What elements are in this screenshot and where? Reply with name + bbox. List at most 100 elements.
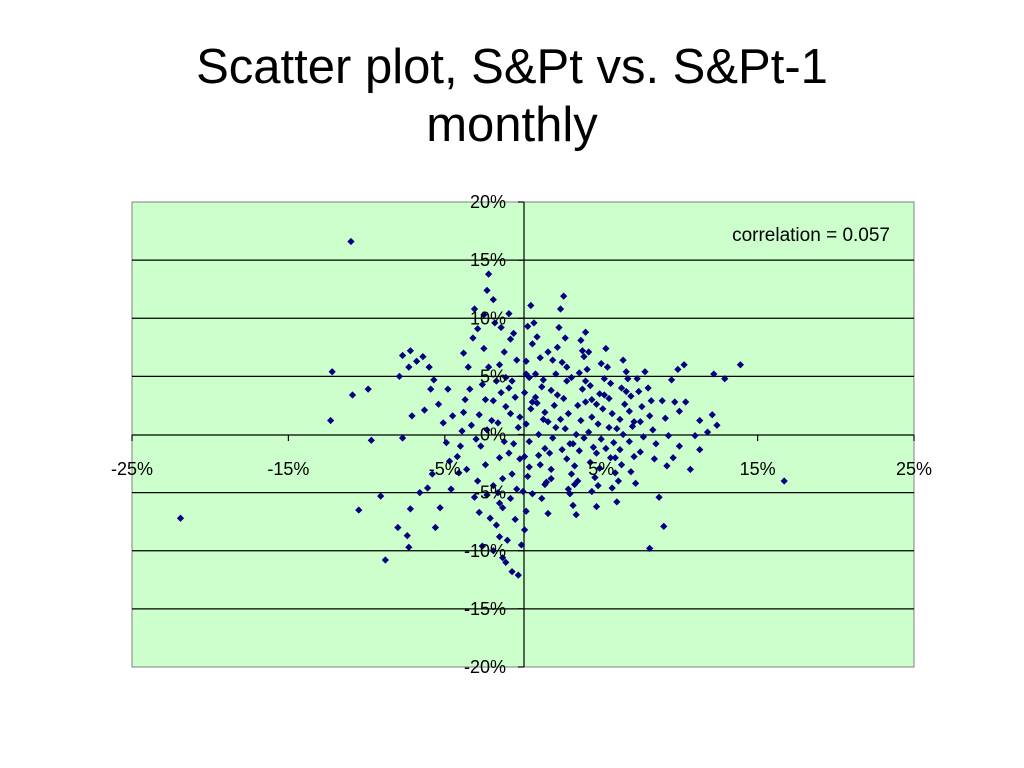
y-tick-label: 10% [470,308,506,328]
data-point [625,437,633,446]
data-point [328,368,336,376]
data-point [458,427,466,435]
data-point [431,523,440,532]
data-point [696,416,704,425]
data-point [509,440,518,448]
data-point [416,489,424,497]
data-point [630,452,638,461]
data-point [544,509,552,518]
data-point [613,498,621,506]
data-point [545,449,554,457]
data-point [675,442,684,450]
data-point [514,423,522,432]
data-point [592,400,601,408]
data-point [646,544,654,553]
data-point [616,445,624,454]
correlation-annotation: correlation = 0.057 [732,225,890,246]
data-point [708,411,716,419]
data-point [513,485,521,493]
data-point [494,419,502,427]
data-point [419,352,427,361]
data-point [495,361,504,369]
data-point [528,340,537,348]
data-point [525,437,533,446]
y-tick-label: 15% [470,250,506,270]
data-point [405,543,413,551]
data-point [355,506,363,514]
data-point [405,363,413,371]
data-point [398,434,407,442]
data-point [514,571,522,579]
data-point [367,436,375,444]
data-point [420,406,429,414]
x-tick-label: 25% [896,459,932,479]
data-point [484,270,493,278]
data-point [586,458,594,467]
data-point [572,511,580,519]
data-point [530,319,538,327]
data-point [614,477,623,485]
data-point [602,444,610,453]
data-point [660,522,668,530]
data-point [505,384,513,392]
data-point [489,482,497,490]
data-point [572,430,580,439]
data-point [588,487,596,496]
data-point [445,457,454,465]
data-point [347,237,355,246]
data-point [667,376,676,384]
data-point [506,494,515,503]
data-point [506,409,515,418]
y-tick-label: 0% [480,425,506,445]
data-point [594,482,602,490]
data-point [516,455,524,463]
data-point [721,375,729,383]
data-point [508,568,516,576]
x-tick-label: -15% [267,459,309,479]
data-point [553,391,562,399]
data-point [561,334,569,342]
data-point [466,385,474,393]
data-point [541,408,549,417]
data-point [613,425,621,433]
data-point [495,454,504,462]
data-point [427,385,435,393]
data-point [552,423,560,432]
data-point [444,385,452,393]
data-point [539,415,547,424]
data-point [611,454,619,462]
data-point [492,377,501,385]
data-point [513,356,521,364]
data-point [585,348,593,356]
data-point [327,416,335,425]
data-point [403,532,411,540]
data-point [430,376,438,384]
data-point [489,547,497,555]
data-point [547,465,555,473]
data-point [567,470,576,478]
data-point [425,363,433,371]
data-point [475,508,483,517]
data-point [535,430,543,439]
data-point [413,357,421,365]
data-point [583,365,591,374]
data-point [533,333,541,341]
data-point [478,542,486,550]
data-point [675,407,684,415]
data-point [524,322,532,331]
data-point [597,359,605,368]
data-point [585,428,593,436]
data-point [470,493,479,501]
data-point [567,373,576,382]
data-point [617,384,626,392]
data-point [483,491,491,499]
data-point [508,377,516,385]
data-point [549,356,557,364]
data-point [674,365,682,374]
data-point [522,370,530,378]
data-point [608,409,616,418]
data-point [575,369,583,377]
data-point [594,420,602,428]
data-point [467,421,476,429]
data-point [544,348,552,356]
